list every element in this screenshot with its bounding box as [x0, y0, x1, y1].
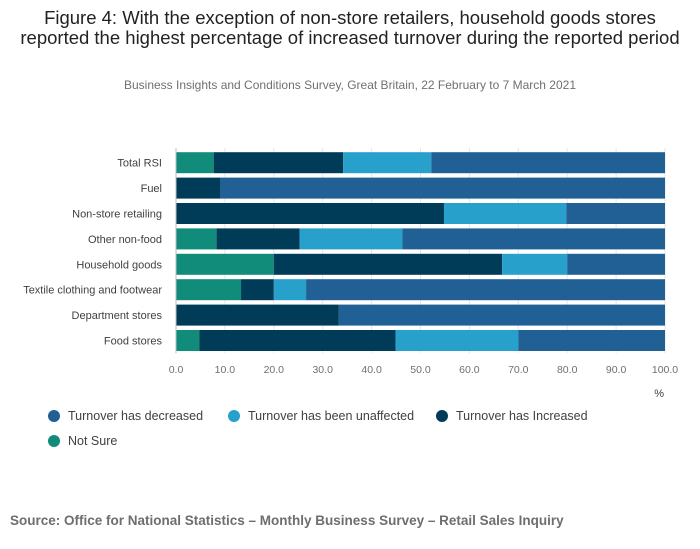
x-axis-label: %	[654, 388, 664, 400]
bar-segment	[518, 330, 665, 351]
bar-segment	[566, 203, 665, 224]
x-tick-label: 10.0	[215, 364, 236, 376]
category-label: Department stores	[72, 310, 163, 322]
category-label: Other non-food	[88, 234, 162, 246]
bar-segment	[176, 330, 200, 351]
bar-segment	[567, 253, 665, 275]
bar-segment	[273, 279, 307, 301]
legend-swatch	[436, 410, 448, 422]
bar-segment	[338, 304, 665, 326]
bar-segment	[176, 177, 221, 199]
bar-segment	[216, 228, 300, 250]
category-label: Non-store retailing	[72, 209, 162, 221]
bar-segment	[431, 152, 665, 174]
legend-item-not-sure[interactable]: Not Sure	[48, 434, 117, 448]
source-note: Source: Office for National Statistics –…	[10, 513, 564, 528]
x-tick-label: 80.0	[557, 364, 578, 376]
legend-item-unaffected[interactable]: Turnover has been unaffected	[228, 409, 414, 423]
legend-item-increased[interactable]: Turnover has Increased	[436, 409, 588, 423]
x-tick-label: 60.0	[459, 364, 480, 376]
bar-segment	[343, 152, 432, 174]
legend-label: Turnover has Increased	[456, 409, 588, 423]
chart-title: Figure 4: With the exception of non-stor…	[20, 7, 680, 48]
x-tick-label: 90.0	[606, 364, 627, 376]
legend-label: Turnover has been unaffected	[248, 409, 415, 423]
bar-segment	[502, 253, 568, 275]
chart-subtitle: Business Insights and Conditions Survey,…	[123, 78, 576, 92]
bar-segment	[299, 228, 403, 250]
bar-segment	[176, 304, 339, 326]
legend-swatch	[48, 410, 60, 422]
bar-segment	[306, 279, 665, 301]
bar-segment	[176, 203, 444, 224]
legend-swatch	[48, 435, 60, 447]
x-tick-label: 50.0	[410, 364, 431, 376]
bar-segment	[402, 228, 665, 250]
x-tick-label: 0.0	[169, 364, 184, 376]
bar-segment	[220, 177, 665, 199]
legend-label: Turnover has decreased	[68, 409, 204, 423]
x-tick-label: 30.0	[312, 364, 333, 376]
x-tick-label: 40.0	[361, 364, 382, 376]
stacked-bar-chart: Total RSI Fuel Non-store retailing Other no…	[23, 148, 678, 400]
x-tick-label: 100.0	[652, 364, 678, 376]
category-label: Textile clothing and footwear	[23, 285, 162, 297]
legend-item-decreased[interactable]: Turnover has decreased	[48, 409, 203, 423]
bar-segment	[199, 330, 396, 351]
bar-segment	[176, 152, 214, 174]
bar-segment	[443, 203, 567, 224]
bar-segment	[213, 152, 344, 174]
category-label: Fuel	[141, 183, 162, 195]
bar-segment	[395, 330, 519, 351]
category-label: Household goods	[76, 259, 162, 271]
x-tick-label: 70.0	[508, 364, 529, 376]
category-label: Total RSI	[117, 158, 162, 170]
bar-segment	[241, 279, 274, 301]
legend-label: Not Sure	[68, 434, 118, 448]
category-label: Food stores	[104, 336, 163, 348]
bar-segment	[273, 253, 503, 275]
x-tick-label: 20.0	[264, 364, 285, 376]
bar-segment	[176, 228, 217, 250]
bar-segment	[176, 253, 274, 275]
bar-segment	[176, 279, 242, 301]
legend-swatch	[228, 410, 240, 422]
